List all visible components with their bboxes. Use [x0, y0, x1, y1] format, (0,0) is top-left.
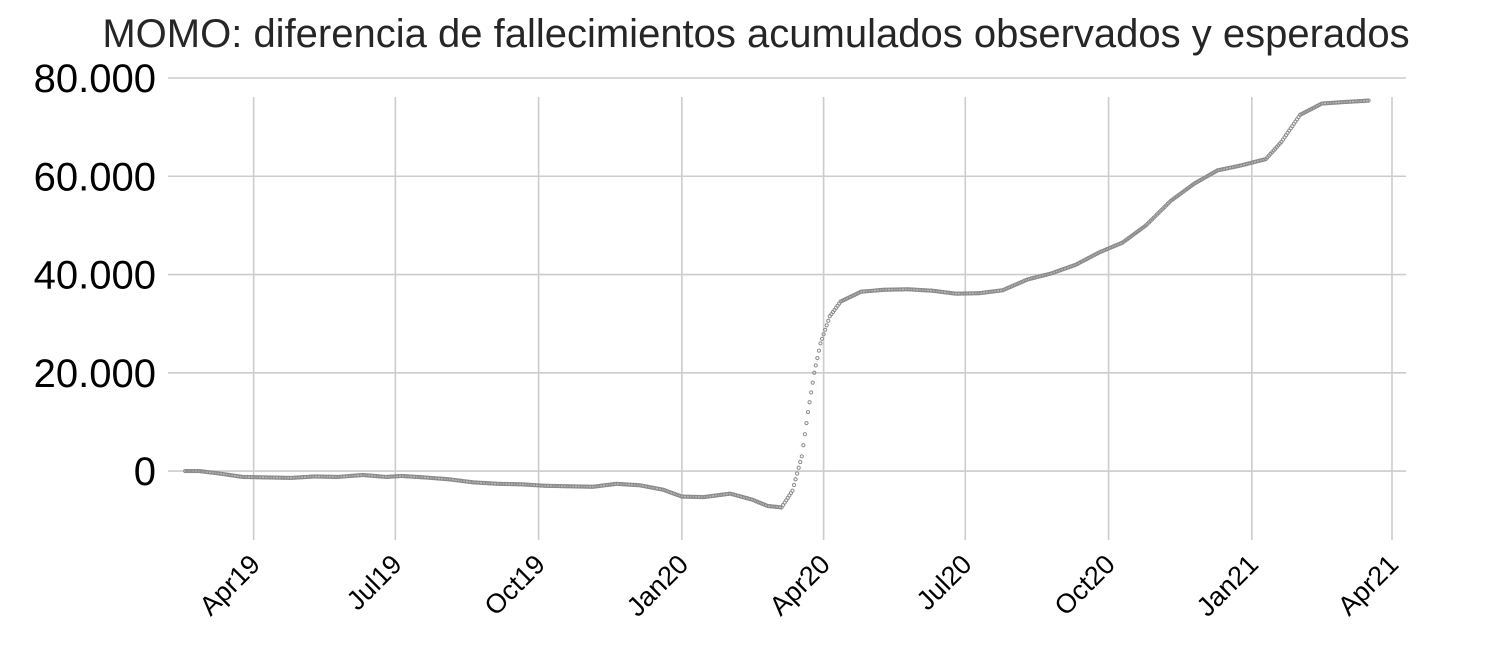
data-point — [801, 443, 806, 448]
x-tick-label: Jan20 — [621, 549, 694, 622]
x-tick-label: Oct20 — [1049, 549, 1121, 621]
data-point — [796, 465, 801, 470]
data-point — [813, 363, 818, 368]
data-point — [793, 477, 798, 482]
x-tick-label: Oct19 — [479, 549, 551, 621]
data-point — [823, 327, 828, 332]
data-point — [802, 432, 808, 437]
data-point — [795, 471, 800, 476]
y-tick-label: 40.000 — [34, 254, 156, 298]
data-point — [805, 409, 811, 415]
data-point — [810, 380, 815, 385]
y-tick-label: 20.000 — [34, 352, 156, 396]
x-tick-label: Apr21 — [1332, 549, 1404, 621]
x-tick-label: Jan21 — [1191, 549, 1264, 622]
data-point — [819, 336, 825, 341]
data-point — [807, 400, 812, 405]
data-point — [812, 370, 817, 375]
x-tick-label: Apr20 — [764, 549, 836, 621]
y-tick-label: 80.000 — [34, 57, 156, 101]
data-point — [791, 482, 797, 488]
x-tick-label: Jul20 — [911, 549, 978, 616]
data-point — [818, 341, 823, 346]
data-point — [798, 459, 803, 465]
chart-title: MOMO: diferencia de fallecimientos acumu… — [102, 12, 1410, 56]
x-tick-label: Jul19 — [341, 549, 408, 616]
x-tick-label: Apr19 — [194, 549, 266, 621]
data-point — [1364, 98, 1370, 103]
data-point — [826, 318, 831, 323]
data-point — [790, 488, 795, 493]
data-point — [824, 323, 829, 328]
data-point — [804, 421, 809, 426]
data-point — [815, 355, 820, 361]
data-point — [1366, 98, 1371, 103]
data-point — [809, 390, 814, 395]
y-tick-label: 0 — [134, 450, 156, 494]
y-tick-label: 60.000 — [34, 155, 156, 199]
data-point — [777, 505, 783, 510]
data-point — [816, 348, 822, 353]
data-point — [799, 454, 804, 459]
data-point — [821, 332, 826, 337]
